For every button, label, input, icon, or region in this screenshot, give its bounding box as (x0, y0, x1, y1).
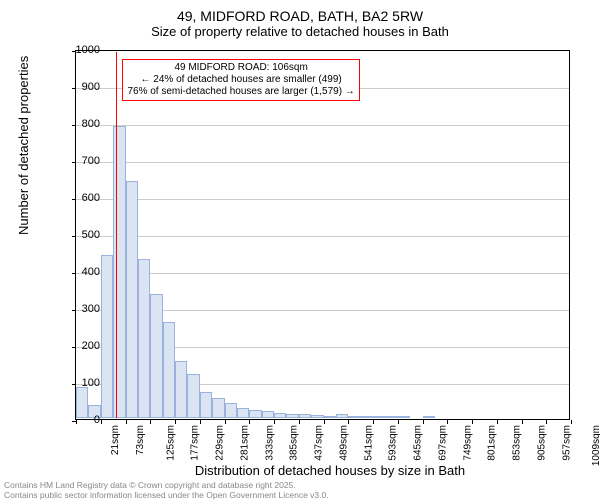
histogram-bar (311, 415, 323, 418)
histogram-bar (299, 414, 311, 418)
x-tick: 73sqm (135, 425, 146, 455)
y-axis-label: Number of detached properties (16, 56, 31, 235)
histogram-bar (187, 374, 199, 418)
histogram-bar (225, 403, 237, 418)
histogram-bar (175, 361, 187, 418)
x-tick: 385sqm (289, 425, 300, 461)
histogram-chart: 49 MIDFORD ROAD: 106sqm← 24% of detached… (75, 50, 570, 420)
y-tick: 0 (60, 414, 100, 426)
y-tick: 400 (60, 266, 100, 278)
x-tick: 1009sqm (591, 425, 600, 466)
x-tick: 905sqm (536, 425, 547, 461)
histogram-bar (385, 416, 397, 418)
x-axis-label: Distribution of detached houses by size … (0, 463, 600, 478)
x-tick: 489sqm (338, 425, 349, 461)
histogram-bar (212, 398, 224, 418)
annotation-line-3: 76% of semi-detached houses are larger (… (127, 86, 354, 98)
y-tick: 500 (60, 229, 100, 241)
y-tick: 600 (60, 192, 100, 204)
x-tick: 281sqm (239, 425, 250, 461)
page-subtitle: Size of property relative to detached ho… (0, 24, 600, 39)
histogram-bar (262, 411, 274, 418)
y-tick: 200 (60, 340, 100, 352)
x-tick: 437sqm (314, 425, 325, 461)
y-tick: 800 (60, 118, 100, 130)
x-tick: 801sqm (487, 425, 498, 461)
x-tick: 593sqm (388, 425, 399, 461)
histogram-bar (336, 414, 348, 418)
x-tick: 333sqm (264, 425, 275, 461)
histogram-bar (126, 181, 138, 418)
footer-line-2: Contains public sector information licen… (4, 491, 329, 500)
annotation-line-2: ← 24% of detached houses are smaller (49… (127, 74, 354, 86)
page-title: 49, MIDFORD ROAD, BATH, BA2 5RW (0, 8, 600, 24)
histogram-bar (274, 413, 286, 418)
x-tick: 697sqm (437, 425, 448, 461)
histogram-bar (163, 322, 175, 418)
histogram-bar (373, 416, 385, 418)
footer-attribution: Contains HM Land Registry data © Crown c… (4, 481, 329, 500)
y-tick: 1000 (60, 44, 100, 56)
histogram-bar (101, 255, 113, 418)
x-tick: 177sqm (190, 425, 201, 461)
histogram-bar (324, 416, 336, 418)
histogram-bar (200, 392, 212, 418)
annotation-box: 49 MIDFORD ROAD: 106sqm← 24% of detached… (122, 59, 359, 101)
histogram-bar (348, 416, 360, 418)
x-tick: 541sqm (363, 425, 374, 461)
x-tick: 957sqm (561, 425, 572, 461)
y-tick: 100 (60, 377, 100, 389)
histogram-bar (249, 410, 261, 418)
histogram-bar (423, 416, 435, 418)
y-tick: 300 (60, 303, 100, 315)
x-tick: 21sqm (110, 425, 121, 455)
x-tick: 645sqm (413, 425, 424, 461)
histogram-bar (150, 294, 162, 418)
histogram-bar (361, 416, 373, 418)
property-marker-line (116, 52, 117, 418)
histogram-bar (113, 126, 125, 418)
y-tick: 700 (60, 155, 100, 167)
histogram-bar (398, 416, 410, 418)
y-tick: 900 (60, 81, 100, 93)
histogram-bar (286, 414, 298, 418)
annotation-line-1: 49 MIDFORD ROAD: 106sqm (127, 62, 354, 74)
x-tick: 749sqm (462, 425, 473, 461)
histogram-bar (138, 259, 150, 418)
x-tick: 853sqm (512, 425, 523, 461)
x-tick: 125sqm (165, 425, 176, 461)
histogram-bar (237, 408, 249, 418)
x-tick: 229sqm (215, 425, 226, 461)
